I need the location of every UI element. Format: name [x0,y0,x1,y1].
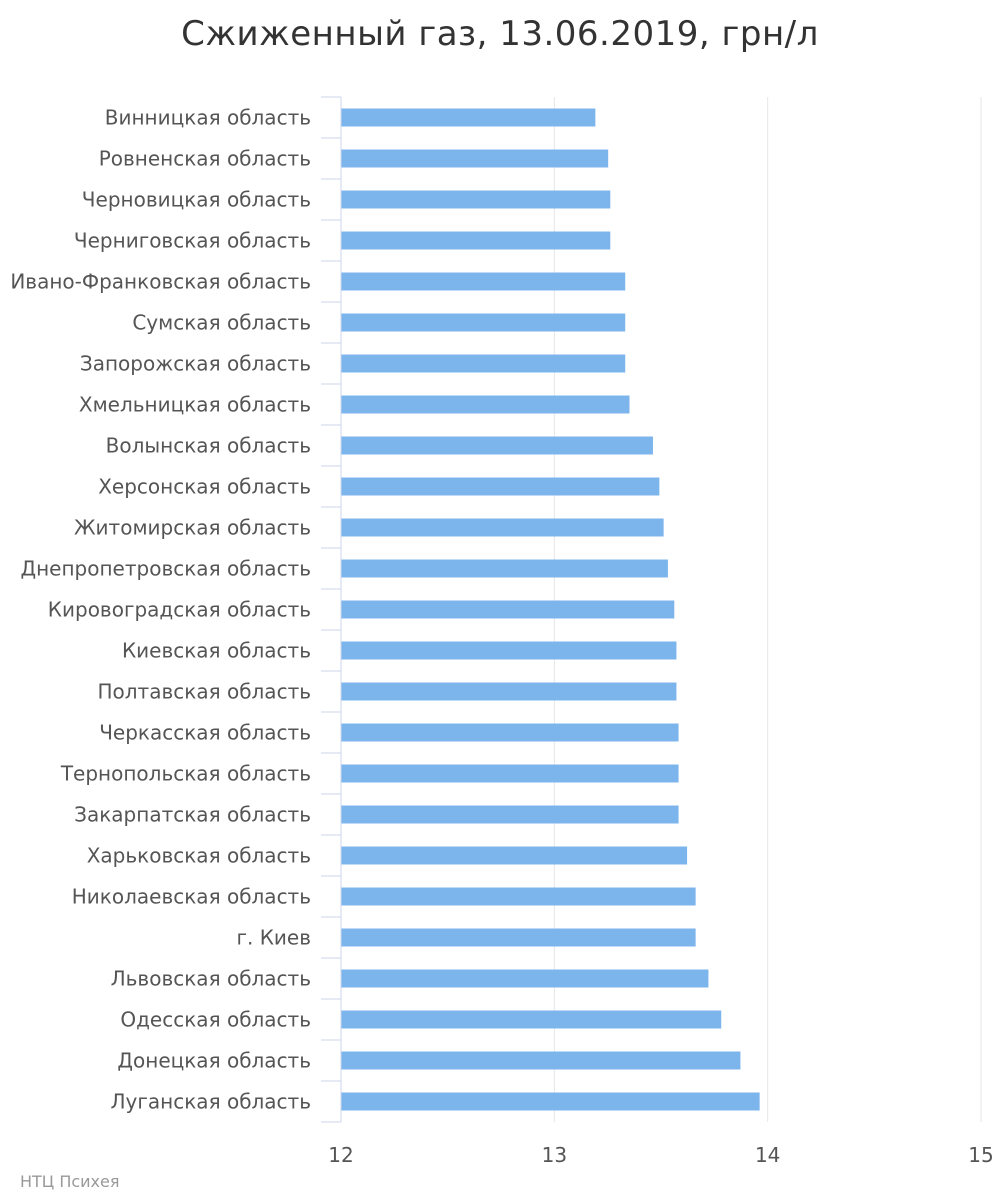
category-label: Николаевская область [72,885,311,909]
category-label: Донецкая область [117,1049,311,1073]
bar [341,641,677,660]
x-tick-label: 12 [328,1143,353,1167]
x-tick-label: 13 [542,1143,567,1167]
bar [341,969,709,988]
category-label: Тернопольская область [60,762,311,786]
category-label: Киевская область [122,639,311,663]
category-label: Одесская область [120,1008,311,1032]
bars [341,108,760,1111]
category-label: Запорожская область [80,352,311,376]
bar [341,559,668,578]
bar [341,928,696,947]
category-labels: Винницкая область Ровненская область Черно… [10,106,311,1114]
category-label: Харьковская область [87,844,311,868]
bar [341,682,677,701]
bar [341,149,609,168]
bar [341,477,660,496]
bar [341,1051,741,1070]
category-label: Ивано-Франковская область [10,270,311,294]
category-label: Луганская область [111,1090,311,1114]
bar [341,600,675,619]
bar [341,395,630,414]
category-label: Житомирская область [74,516,311,540]
category-label: Черновицкая область [82,188,311,212]
x-tick-label: 14 [755,1143,780,1167]
category-label: г. Киев [236,926,311,950]
category-label: Черкасская область [99,721,311,745]
bar [341,887,696,906]
category-label: Кировоградская область [48,598,311,622]
bar [341,1092,760,1111]
bar [341,313,626,332]
category-axis [321,96,342,1123]
category-label: Волынская область [106,434,311,458]
category-label: Винницкая область [105,106,311,130]
bar [341,231,611,250]
category-label: Львовская область [111,967,311,991]
bar [341,764,679,783]
bar [341,846,688,865]
bar [341,805,679,824]
bar [341,518,664,537]
category-label: Днепропетровская область [20,557,311,581]
category-label: Ровненская область [99,147,311,171]
bar [341,108,596,127]
category-label: Херсонская область [98,475,311,499]
bar [341,272,626,291]
bar [341,1010,722,1029]
chart-title: Сжиженный газ, 13.06.2019, грн/л [181,14,819,54]
bar [341,190,611,209]
bar [341,354,626,373]
bar [341,436,653,455]
category-label: Полтавская область [97,680,311,704]
category-label: Закарпатская область [74,803,311,827]
credit-text: НТЦ Психея [20,1172,120,1191]
value-axis-ticks: 12 13 14 15 [328,1143,993,1167]
category-label: Черниговская область [74,229,311,253]
x-tick-label: 15 [968,1143,993,1167]
category-label: Хмельницкая область [79,393,311,417]
bar [341,723,679,742]
category-label: Сумская область [132,311,311,335]
